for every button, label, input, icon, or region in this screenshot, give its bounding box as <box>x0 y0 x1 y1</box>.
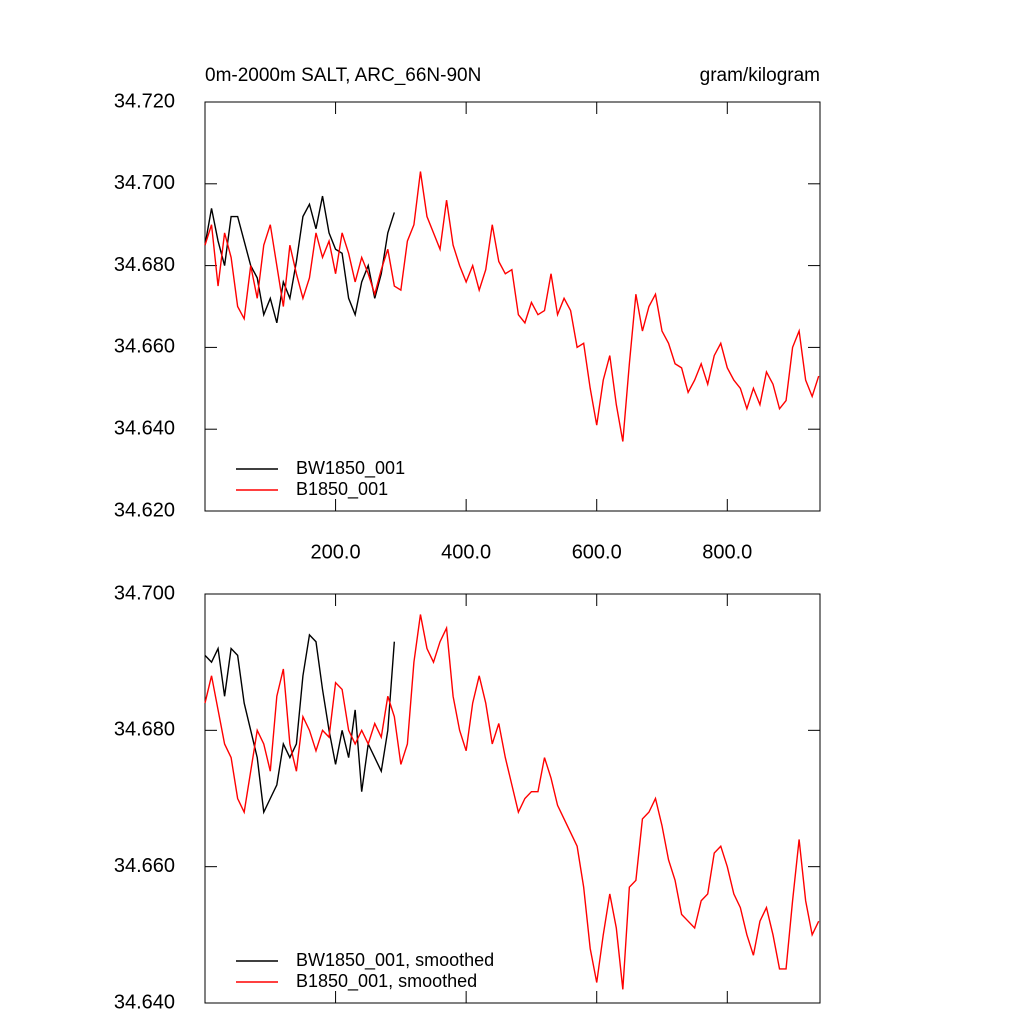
y-tick-label: 34.680 <box>114 719 175 741</box>
legend-label: BW1850_001 <box>296 458 405 479</box>
units-label: gram/kilogram <box>700 65 820 86</box>
y-tick-label: 34.620 <box>114 499 175 521</box>
chart-title: 0m-2000m SALT, ARC_66N-90N <box>205 65 481 86</box>
x-tick-label: 800.0 <box>702 541 752 563</box>
plot-frame <box>204 593 821 1004</box>
legend-label: BW1850_001, smoothed <box>296 950 494 971</box>
y-tick-label: 34.640 <box>114 991 175 1013</box>
y-tick-label: 34.700 <box>114 172 175 194</box>
x-tick-label: 200.0 <box>311 541 361 563</box>
y-tick-label: 34.680 <box>114 254 175 276</box>
legend-label: B1850_001 <box>296 479 388 500</box>
series-line <box>204 614 820 990</box>
series-line <box>204 633 396 815</box>
legend-label: B1850_001, smoothed <box>296 971 477 992</box>
y-tick-label: 34.660 <box>114 855 175 877</box>
x-tick-label: 600.0 <box>572 541 622 563</box>
plot-frame <box>204 101 821 512</box>
y-tick-label: 34.660 <box>114 336 175 358</box>
y-tick-label: 34.640 <box>114 417 175 439</box>
series-line <box>204 171 820 442</box>
series-line <box>204 195 395 324</box>
y-tick-label: 34.720 <box>114 90 175 112</box>
y-tick-label: 34.700 <box>114 582 175 604</box>
x-tick-label: 400.0 <box>441 541 491 563</box>
